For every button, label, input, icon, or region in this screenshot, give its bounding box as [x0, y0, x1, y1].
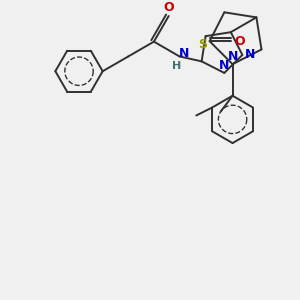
Text: O: O	[234, 35, 244, 48]
Text: H: H	[172, 61, 181, 71]
Text: N: N	[245, 48, 255, 62]
Text: S: S	[198, 38, 207, 51]
Text: N: N	[179, 47, 190, 60]
Text: O: O	[164, 1, 174, 14]
Text: N: N	[219, 58, 230, 71]
Text: N: N	[227, 50, 238, 63]
